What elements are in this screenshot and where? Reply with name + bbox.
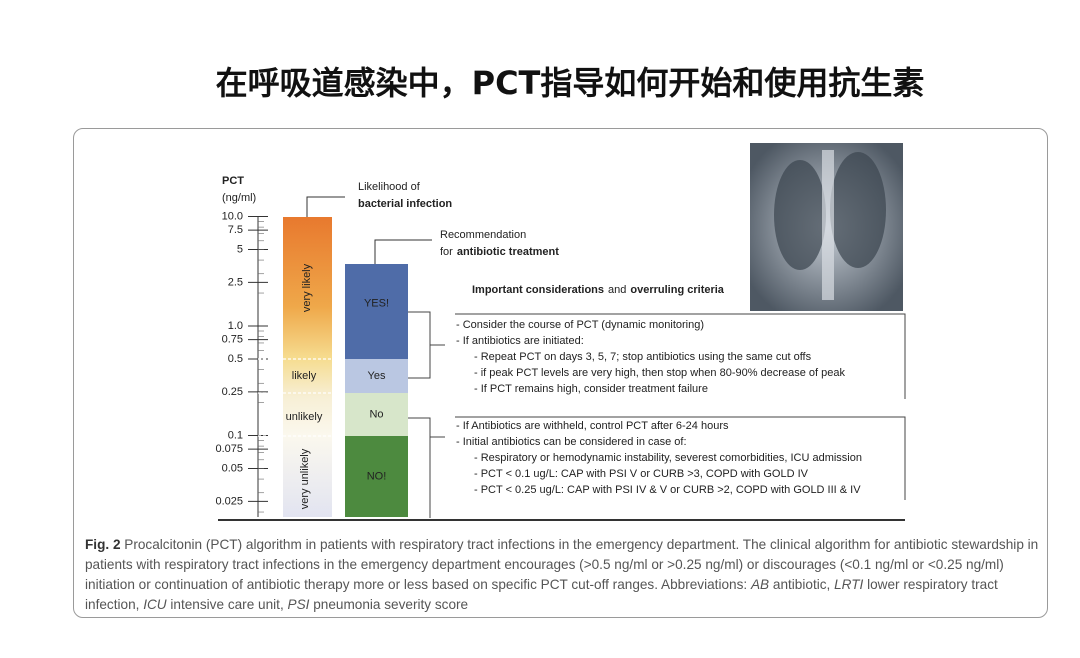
bracket: [374, 239, 432, 264]
consideration-line: - If Antibiotics are withheld, control P…: [456, 420, 729, 432]
tick-label: 1.0: [228, 320, 243, 332]
title-bold: overruling criteria: [630, 284, 724, 296]
likelihood-level: very likely: [301, 263, 313, 312]
recommendation-level: Yes: [368, 370, 386, 382]
caption-text: antibiotic,: [769, 577, 835, 592]
slide-title: 在呼吸道感染中，PCT指导如何开始和使用抗生素: [215, 64, 925, 102]
heading-text: for: [440, 246, 453, 258]
consideration-line: - If PCT remains high, consider treatmen…: [474, 383, 708, 395]
tick-label: 10.0: [222, 210, 243, 222]
axis-title: PCT: [222, 175, 244, 187]
recommendation-heading: Recommendation: [440, 229, 526, 241]
caption-text: intensive care unit,: [166, 597, 288, 612]
consideration-line: - PCT < 0.1 ug/L: CAP with PSI V or CURB…: [474, 468, 809, 480]
tick-label: 7.5: [228, 224, 243, 236]
caption-text: pneumonia severity score: [309, 597, 469, 612]
caption-abbreviation: PSI: [287, 597, 310, 612]
caption: Fig. 2 Procalcitonin (PCT) algorithm in …: [85, 535, 1040, 615]
box-border: [455, 416, 906, 500]
box-border: [455, 313, 906, 399]
title-text: and: [608, 284, 626, 296]
likelihood-heading: Likelihood of bacterial infection: [358, 181, 452, 210]
caption-text: lower respiratory tract infection,: [85, 577, 998, 612]
consideration-line: - If antibiotics are initiated:: [456, 335, 584, 347]
figure-card: [73, 128, 1048, 618]
caption-text: Procalcitonin (PCT) algorithm in patient…: [85, 537, 1039, 592]
recommendation-level: YES!: [364, 297, 389, 309]
likelihood-level: very unlikely: [299, 448, 311, 509]
likelihood-level: unlikely: [286, 411, 323, 423]
axis-unit: (ng/ml): [222, 192, 256, 204]
likelihood-bar: [283, 217, 332, 517]
tick-label: 0.25: [222, 386, 243, 398]
heading-bold: antibiotic treatment: [457, 246, 559, 258]
recommendation-segment: [345, 436, 408, 517]
bracket: [408, 311, 445, 379]
consideration-line: - if peak PCT levels are very high, then…: [474, 367, 845, 379]
xray-image: [750, 143, 903, 311]
tick-label: 2.5: [228, 276, 243, 288]
tick-label: 0.075: [215, 443, 243, 455]
recommendation-segment: [345, 393, 408, 436]
tick-label: 0.5: [228, 353, 243, 365]
tick-label: 5: [237, 243, 243, 255]
tick-label: 0.75: [222, 334, 243, 346]
consideration-line: - PCT < 0.25 ug/L: CAP with PSI IV & V o…: [474, 484, 861, 496]
heading-bold: bacterial infection: [358, 198, 452, 210]
recommendation-segment: [345, 264, 408, 359]
consideration-line: - Respiratory or hemodynamic instability…: [474, 452, 862, 464]
recommendation-heading: for antibiotic treatment: [440, 246, 559, 258]
tick-label: 0.05: [222, 462, 243, 474]
recommendation-segment: [345, 359, 408, 393]
heading-text: Likelihood of: [358, 181, 421, 193]
consideration-line: - Repeat PCT on days 3, 5, 7; stop antib…: [474, 351, 812, 363]
tick-label: 0.1: [228, 429, 243, 441]
consideration-line: - Initial antibiotics can be considered …: [456, 436, 687, 448]
caption-abbreviation: ICU: [143, 597, 167, 612]
likelihood-level: likely: [292, 370, 317, 382]
caption-label: Fig. 2: [85, 537, 121, 552]
title-bold: Important considerations: [472, 284, 604, 296]
recommendation-level: No: [369, 408, 383, 420]
caption-abbreviation: AB: [750, 577, 770, 592]
considerations-title: Important considerations and overruling cr…: [472, 284, 725, 296]
recommendation-level: NO!: [367, 470, 387, 482]
caption-abbreviation: LRTI: [834, 577, 864, 592]
consideration-line: - Consider the course of PCT (dynamic mo…: [456, 319, 704, 331]
tick-label: 0.025: [215, 495, 243, 507]
bracket: [408, 417, 445, 518]
bracket: [306, 196, 345, 217]
